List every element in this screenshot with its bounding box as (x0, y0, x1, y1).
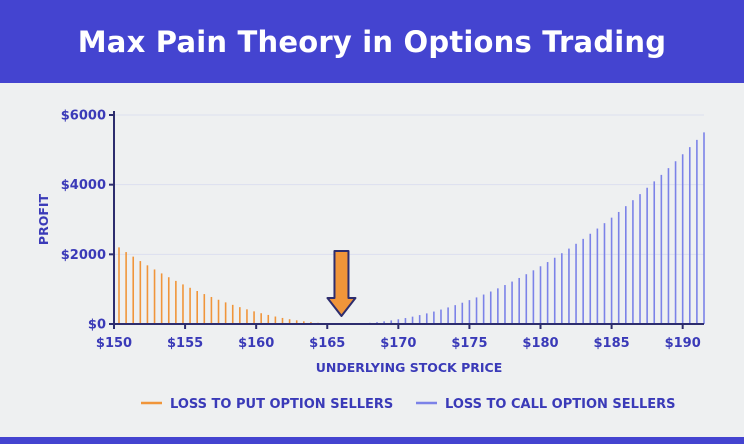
x-tick-label: $155 (167, 336, 203, 351)
x-tick-label: $190 (665, 336, 701, 351)
chart-title: Max Pain Theory in Options Trading (77, 24, 667, 59)
y-axis-title: PROFIT (36, 193, 51, 245)
y-tick-label: $6000 (61, 109, 106, 124)
bottom-accent-bar (0, 437, 744, 444)
max-pain-arrow (326, 250, 357, 317)
legend: LOSS TO PUT OPTION SELLERS LOSS TO CALL O… (141, 397, 675, 412)
y-tick-label: $4000 (61, 178, 106, 193)
legend-label-1: LOSS TO CALL OPTION SELLERS (445, 397, 675, 412)
bars (118, 132, 705, 324)
down-arrow-icon (326, 250, 357, 317)
chart-header: Max Pain Theory in Options Trading (0, 0, 744, 83)
x-tick-label: $150 (96, 336, 132, 351)
x-axis-title: UNDERLYING STOCK PRICE (316, 360, 502, 375)
x-tick-label: $180 (522, 336, 558, 351)
y-tick-label: $0 (88, 318, 106, 333)
x-tick-label: $160 (238, 336, 274, 351)
gridlines (114, 114, 704, 255)
tick-labels: $0 $2000 $4000 $6000 $150 $155 $160 $165 $170 $17… (61, 109, 701, 352)
chart-area: $0 $2000 $4000 $6000 $150 $155 $160 $165 $170 $17… (36, 109, 705, 412)
x-tick-label: $175 (451, 336, 487, 351)
x-tick-label: $165 (309, 336, 345, 351)
legend-label-0: LOSS TO PUT OPTION SELLERS (170, 397, 393, 412)
y-tick-label: $2000 (61, 248, 106, 263)
axes (113, 111, 704, 325)
x-tick-label: $170 (380, 336, 416, 351)
x-tick-label: $185 (593, 336, 629, 351)
